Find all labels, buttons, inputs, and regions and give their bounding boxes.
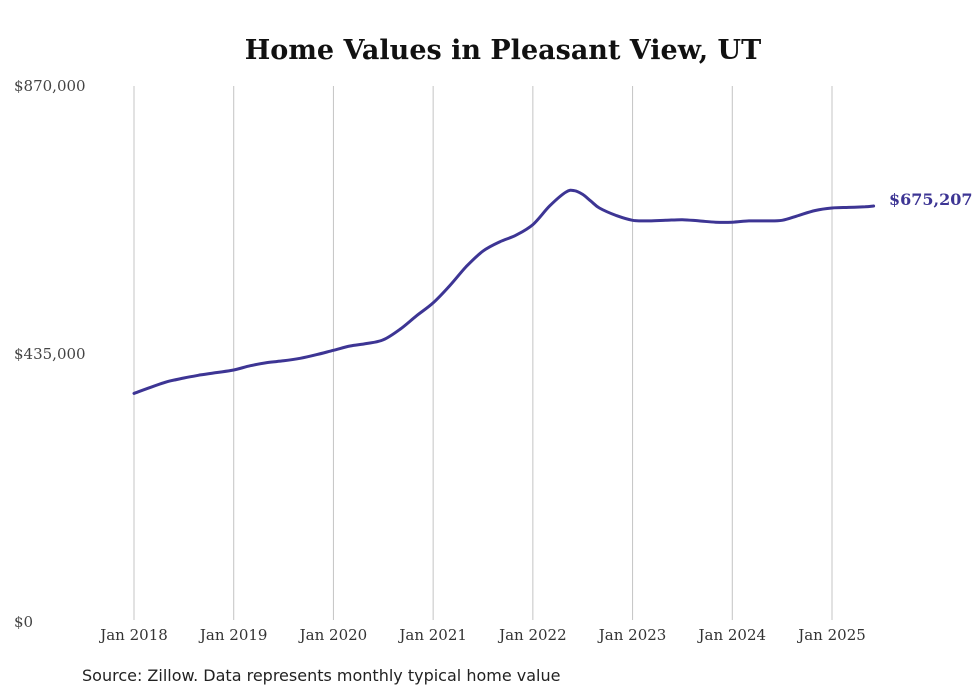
chart-title: Home Values in Pleasant View, UT [245,35,761,66]
x-tick-label: Jan 2025 [796,626,866,644]
y-tick-label: $870,000 [14,77,86,95]
x-tick-label: Jan 2020 [298,626,368,644]
home-value-line [132,188,876,395]
y-tick-label: $435,000 [14,345,86,363]
x-axis-ticks: Jan 2018 Jan 2019 Jan 2020 Jan 2021 Jan 2022… [98,626,866,644]
line-chart: Home Values in Pleasant View, UT $0 $435,… [14,35,973,644]
x-tick-label: Jan 2019 [198,626,268,644]
y-axis-ticks: $0 $435,000 $870,000 [14,77,86,631]
x-tick-label: Jan 2022 [497,626,567,644]
x-tick-label: Jan 2018 [98,626,168,644]
x-tick-label: Jan 2023 [597,626,667,644]
latest-value-label: $675,207 [889,190,973,209]
gridlines [133,86,833,620]
source-note: Source: Zillow. Data represents monthly … [82,666,561,685]
y-tick-label: $0 [14,613,33,631]
x-tick-label: Jan 2021 [397,626,467,644]
x-tick-label: Jan 2024 [697,626,767,644]
